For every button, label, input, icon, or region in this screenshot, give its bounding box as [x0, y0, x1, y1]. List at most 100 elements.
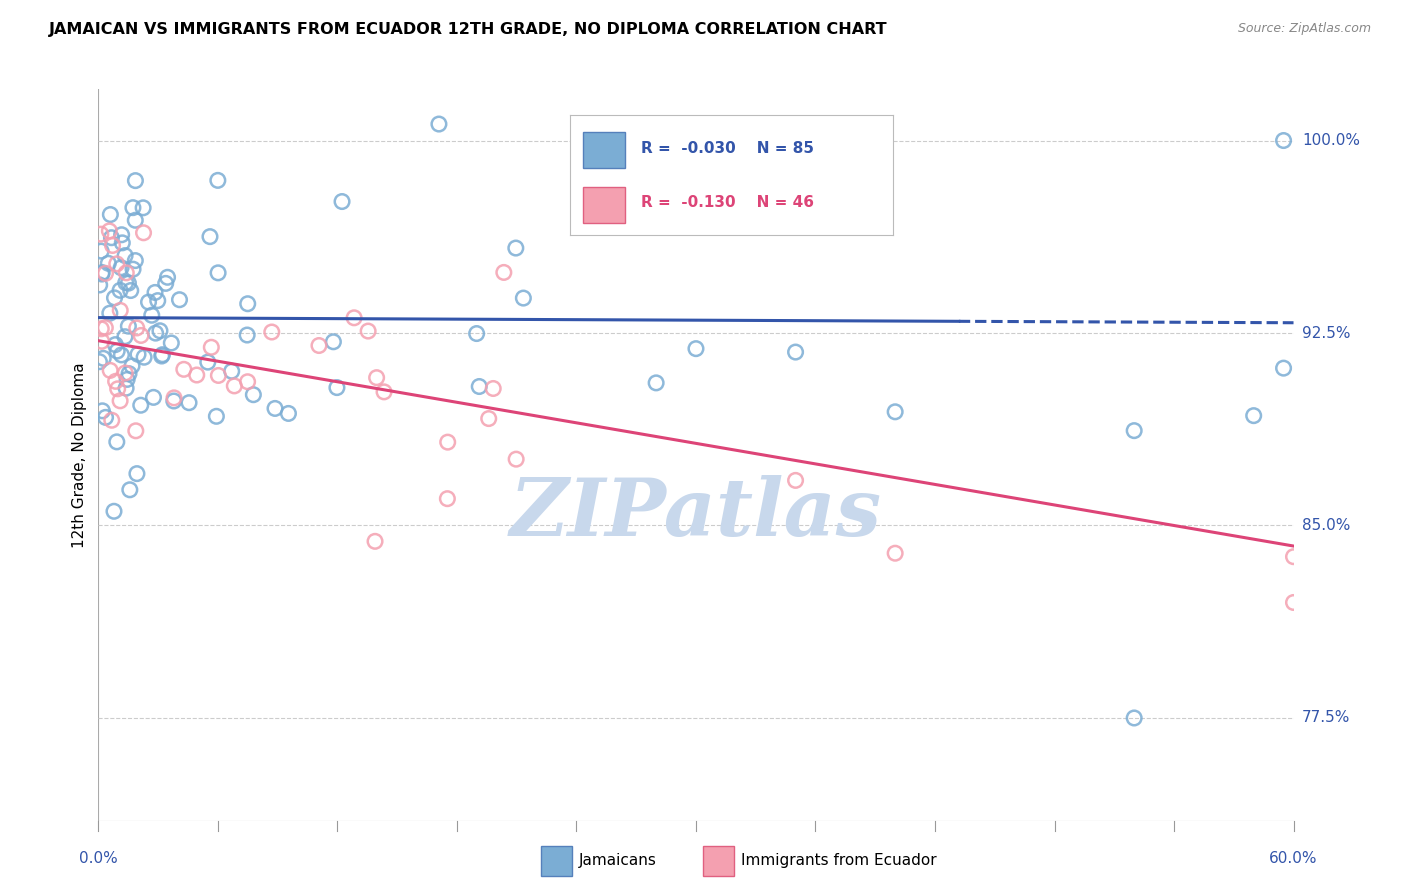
Text: Immigrants from Ecuador: Immigrants from Ecuador	[741, 854, 936, 868]
Point	[357, 324, 380, 338]
Point	[207, 368, 229, 383]
Point	[308, 338, 330, 352]
Point	[330, 194, 353, 209]
Point	[118, 367, 141, 381]
Point	[127, 347, 149, 361]
Point	[465, 326, 488, 341]
Point	[111, 235, 134, 250]
Point	[468, 379, 491, 393]
Point	[221, 364, 243, 378]
Point	[138, 295, 160, 310]
Point	[90, 322, 112, 336]
Point	[125, 467, 148, 481]
Point	[205, 409, 228, 424]
Point	[1282, 549, 1305, 564]
Point	[98, 306, 121, 320]
Point	[125, 424, 148, 438]
Point	[685, 342, 707, 356]
Point	[242, 387, 264, 401]
Point	[1123, 711, 1146, 725]
Point	[121, 359, 143, 373]
Point	[146, 293, 169, 308]
Point	[436, 491, 458, 506]
Point	[1123, 424, 1146, 438]
Point	[103, 504, 125, 518]
Point	[145, 326, 167, 340]
Point	[177, 395, 200, 409]
Point	[108, 393, 131, 408]
Point	[104, 375, 127, 389]
Point	[373, 384, 395, 399]
Point	[197, 355, 219, 369]
Point	[100, 413, 122, 427]
Point	[104, 337, 127, 351]
Point	[884, 546, 907, 560]
Point	[110, 303, 132, 318]
Point	[124, 253, 146, 268]
Point	[100, 208, 122, 222]
Point	[117, 319, 139, 334]
Text: 60.0%: 60.0%	[1270, 851, 1317, 866]
Point	[200, 340, 222, 354]
Point	[91, 404, 114, 418]
Point	[478, 411, 501, 425]
Point	[198, 229, 221, 244]
Point	[122, 262, 145, 277]
Point	[427, 117, 450, 131]
Point	[505, 241, 527, 255]
Point	[114, 329, 136, 343]
Point	[110, 348, 132, 362]
Point	[149, 324, 172, 338]
Point	[129, 328, 152, 343]
Point	[163, 391, 186, 405]
Point	[105, 257, 128, 271]
Point	[115, 381, 138, 395]
Text: 0.0%: 0.0%	[79, 851, 118, 866]
Point	[364, 534, 387, 549]
Point	[326, 381, 349, 395]
Text: Jamaicans: Jamaicans	[579, 854, 657, 868]
Point	[124, 173, 146, 187]
Point	[100, 230, 122, 244]
Point	[505, 452, 527, 467]
Point	[142, 390, 165, 404]
Point	[90, 267, 112, 281]
Text: 77.5%: 77.5%	[1302, 711, 1350, 725]
Point	[236, 297, 259, 311]
Y-axis label: 12th Grade, No Diploma: 12th Grade, No Diploma	[72, 362, 87, 548]
Point	[1272, 361, 1295, 376]
Point	[129, 398, 152, 412]
Point	[277, 406, 299, 420]
Point	[322, 334, 344, 349]
Point	[169, 293, 191, 307]
Point	[173, 362, 195, 376]
Point	[186, 368, 208, 382]
Point	[124, 213, 146, 227]
Text: 100.0%: 100.0%	[1302, 133, 1360, 148]
Point	[134, 350, 156, 364]
Point	[155, 277, 177, 291]
Point	[785, 474, 807, 488]
Point	[90, 334, 112, 349]
Point	[132, 226, 155, 240]
Point	[114, 366, 136, 380]
Point	[90, 227, 112, 241]
Point	[141, 308, 163, 322]
Point	[115, 266, 138, 280]
Point	[152, 348, 174, 362]
Point	[105, 344, 128, 359]
Point	[122, 201, 145, 215]
Point	[91, 266, 114, 280]
Point	[103, 291, 125, 305]
Point	[512, 291, 534, 305]
Point	[101, 238, 124, 252]
Point	[236, 375, 259, 389]
Point	[160, 336, 183, 351]
Point	[117, 276, 139, 290]
Point	[91, 351, 114, 366]
Point	[120, 284, 142, 298]
Point	[492, 265, 515, 279]
Point	[1243, 409, 1265, 423]
Point	[98, 224, 121, 238]
Point	[118, 483, 141, 497]
